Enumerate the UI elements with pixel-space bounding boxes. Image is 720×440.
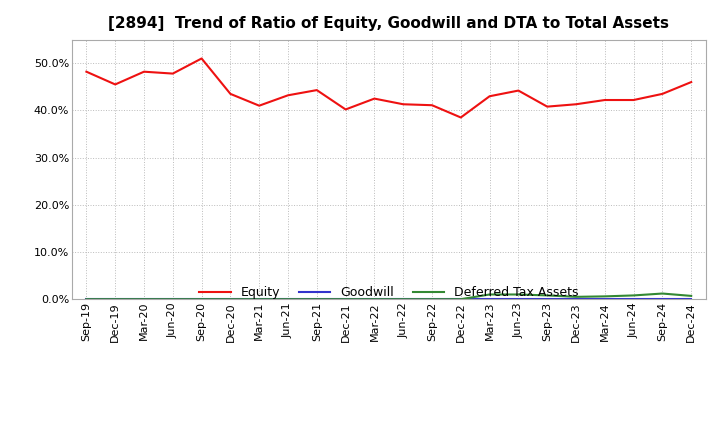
Equity xyxy=(428,103,436,108)
Goodwill xyxy=(82,297,91,302)
Goodwill xyxy=(600,297,609,302)
Deferred Tax Assets xyxy=(514,292,523,297)
Deferred Tax Assets xyxy=(168,297,177,302)
Equity xyxy=(140,69,148,74)
Goodwill xyxy=(485,297,494,302)
Equity xyxy=(687,80,696,85)
Deferred Tax Assets xyxy=(485,292,494,297)
Goodwill xyxy=(284,297,292,302)
Deferred Tax Assets xyxy=(370,297,379,302)
Deferred Tax Assets xyxy=(341,297,350,302)
Goodwill xyxy=(572,297,580,302)
Equity xyxy=(312,88,321,93)
Equity xyxy=(514,88,523,93)
Deferred Tax Assets xyxy=(687,293,696,298)
Line: Deferred Tax Assets: Deferred Tax Assets xyxy=(86,293,691,299)
Goodwill xyxy=(658,297,667,302)
Goodwill xyxy=(111,297,120,302)
Equity xyxy=(111,82,120,87)
Goodwill xyxy=(428,297,436,302)
Goodwill xyxy=(370,297,379,302)
Equity xyxy=(168,71,177,76)
Goodwill xyxy=(140,297,148,302)
Equity xyxy=(284,93,292,98)
Equity xyxy=(600,97,609,103)
Goodwill xyxy=(197,297,206,302)
Goodwill xyxy=(514,297,523,302)
Legend: Equity, Goodwill, Deferred Tax Assets: Equity, Goodwill, Deferred Tax Assets xyxy=(194,282,583,304)
Goodwill xyxy=(312,297,321,302)
Deferred Tax Assets xyxy=(255,297,264,302)
Deferred Tax Assets xyxy=(543,293,552,298)
Goodwill xyxy=(629,297,638,302)
Deferred Tax Assets xyxy=(658,291,667,296)
Equity xyxy=(572,102,580,107)
Deferred Tax Assets xyxy=(629,293,638,298)
Deferred Tax Assets xyxy=(600,294,609,299)
Deferred Tax Assets xyxy=(284,297,292,302)
Deferred Tax Assets xyxy=(399,297,408,302)
Title: [2894]  Trend of Ratio of Equity, Goodwill and DTA to Total Assets: [2894] Trend of Ratio of Equity, Goodwil… xyxy=(108,16,670,32)
Deferred Tax Assets xyxy=(226,297,235,302)
Equity xyxy=(255,103,264,108)
Equity xyxy=(456,115,465,120)
Goodwill xyxy=(456,297,465,302)
Equity xyxy=(485,94,494,99)
Goodwill xyxy=(687,297,696,302)
Equity xyxy=(82,69,91,74)
Equity xyxy=(658,91,667,96)
Equity xyxy=(197,56,206,61)
Equity xyxy=(399,102,408,107)
Goodwill xyxy=(399,297,408,302)
Deferred Tax Assets xyxy=(111,297,120,302)
Goodwill xyxy=(226,297,235,302)
Equity xyxy=(543,104,552,109)
Deferred Tax Assets xyxy=(572,294,580,300)
Deferred Tax Assets xyxy=(456,297,465,302)
Deferred Tax Assets xyxy=(428,297,436,302)
Deferred Tax Assets xyxy=(82,297,91,302)
Deferred Tax Assets xyxy=(140,297,148,302)
Equity xyxy=(226,91,235,96)
Deferred Tax Assets xyxy=(197,297,206,302)
Equity xyxy=(341,107,350,112)
Goodwill xyxy=(341,297,350,302)
Deferred Tax Assets xyxy=(312,297,321,302)
Line: Equity: Equity xyxy=(86,59,691,117)
Goodwill xyxy=(543,297,552,302)
Equity xyxy=(629,97,638,103)
Goodwill xyxy=(255,297,264,302)
Equity xyxy=(370,96,379,101)
Goodwill xyxy=(168,297,177,302)
